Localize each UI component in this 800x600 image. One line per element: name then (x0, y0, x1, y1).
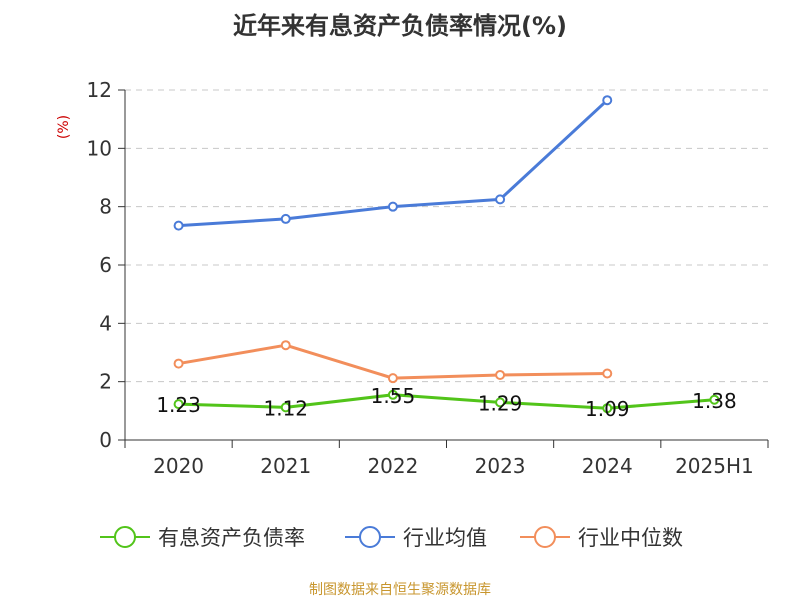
y-tick-label: 12 (87, 78, 112, 102)
data-point (602, 368, 613, 379)
y-tick-label: 8 (99, 195, 112, 219)
data-point (709, 394, 720, 405)
legend-marker (114, 526, 136, 548)
legend-marker (359, 526, 381, 548)
data-point (280, 340, 291, 351)
data-point (173, 399, 184, 410)
legend-label: 有息资产负债率 (158, 526, 305, 550)
data-point (280, 213, 291, 224)
data-point (387, 373, 398, 384)
data-point (173, 220, 184, 231)
x-tick-label: 2024 (582, 454, 633, 478)
data-point (495, 369, 506, 380)
chart-title: 近年来有息资产负债率情况(%) (233, 12, 567, 40)
x-tick-label: 2021 (260, 454, 311, 478)
y-tick-label: 6 (99, 253, 112, 277)
data-point (602, 95, 613, 106)
data-label: 1.12 (263, 396, 308, 420)
legend-label: 行业均值 (403, 526, 487, 550)
x-tick-label: 2020 (153, 454, 204, 478)
data-label: 1.38 (692, 389, 737, 413)
legend-marker (534, 526, 556, 548)
data-point (387, 389, 398, 400)
x-tick-label: 2025H1 (675, 454, 754, 478)
legend-label: 行业中位数 (578, 526, 683, 550)
source-note: 制图数据来自恒生聚源数据库 (309, 582, 491, 598)
data-label: 1.09 (585, 397, 630, 421)
data-point (280, 402, 291, 413)
series-line (178, 393, 715, 410)
x-tick-label: 2023 (475, 454, 526, 478)
y-tick-label: 2 (99, 370, 112, 394)
y-tick-label: 4 (99, 311, 112, 335)
y-tick-label: 0 (99, 428, 112, 452)
data-point (602, 403, 613, 414)
data-point (495, 194, 506, 205)
data-label: 1.55 (371, 384, 416, 408)
y-tick-label: 10 (87, 136, 112, 160)
data-label: 1.23 (156, 393, 201, 417)
y-axis-label: (%) (56, 115, 72, 139)
x-tick-label: 2022 (367, 454, 418, 478)
data-point (495, 397, 506, 408)
data-point (173, 358, 184, 369)
data-label: 1.29 (478, 391, 523, 415)
data-point (387, 201, 398, 212)
